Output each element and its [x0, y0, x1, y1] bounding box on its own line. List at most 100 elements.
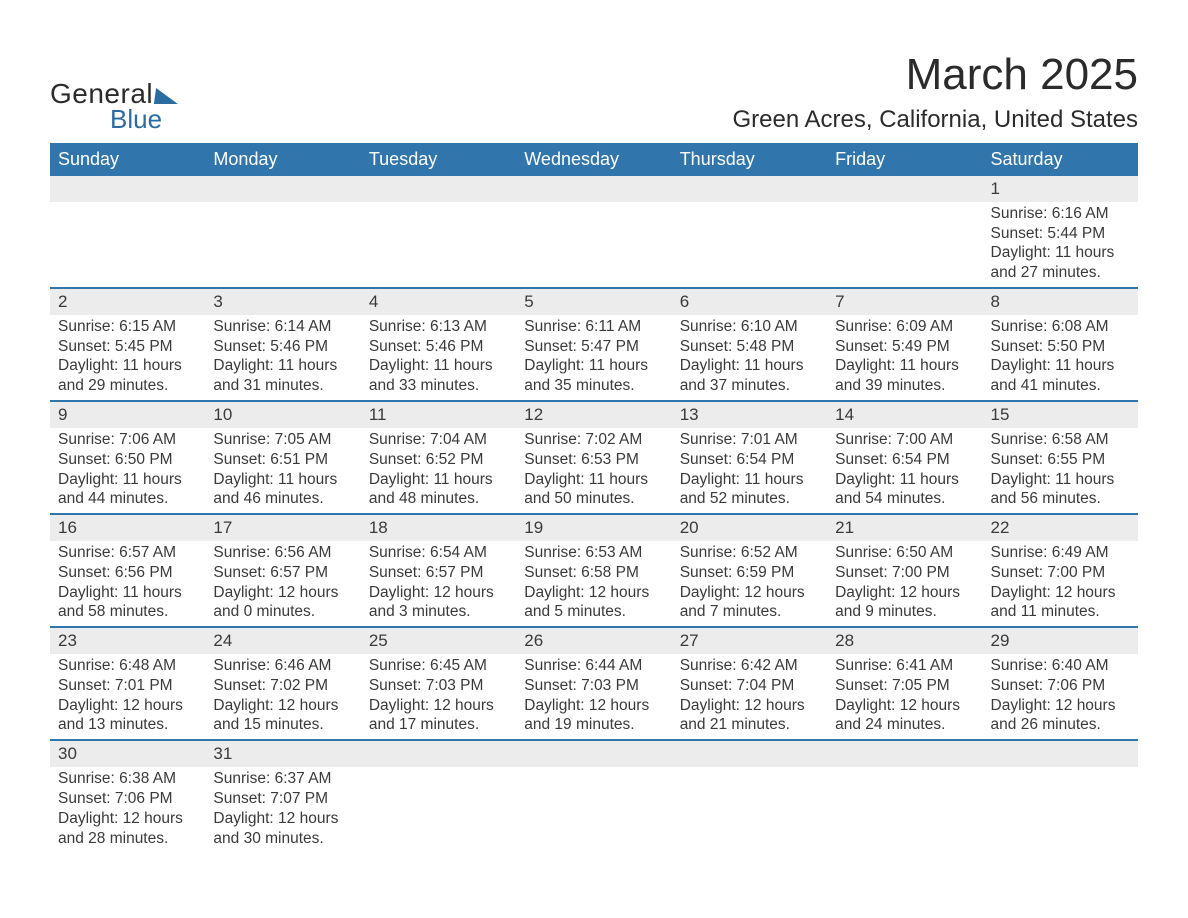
day-body-cell: Sunrise: 6:57 AMSunset: 6:56 PMDaylight:…: [50, 541, 205, 627]
daylight-text-1: Daylight: 12 hours: [213, 583, 352, 603]
day-body-row: Sunrise: 6:16 AMSunset: 5:44 PMDaylight:…: [50, 202, 1138, 288]
col-header: Saturday: [983, 143, 1138, 176]
day-number-cell: [205, 176, 360, 202]
col-header: Wednesday: [516, 143, 671, 176]
day-body-cell: Sunrise: 6:56 AMSunset: 6:57 PMDaylight:…: [205, 541, 360, 627]
day-number-cell: 13: [672, 401, 827, 428]
day-number-cell: 20: [672, 514, 827, 541]
sunrise-text: Sunrise: 6:40 AM: [991, 656, 1130, 676]
day-number-cell: 6: [672, 288, 827, 315]
daylight-text-1: Daylight: 12 hours: [213, 696, 352, 716]
daylight-text-1: Daylight: 11 hours: [680, 356, 819, 376]
sunrise-text: Sunrise: 6:42 AM: [680, 656, 819, 676]
daylight-text-2: and 24 minutes.: [835, 715, 974, 735]
day-body-cell: Sunrise: 6:40 AMSunset: 7:06 PMDaylight:…: [983, 654, 1138, 740]
day-body-cell: [672, 767, 827, 852]
sunrise-text: Sunrise: 7:04 AM: [369, 430, 508, 450]
sunset-text: Sunset: 7:00 PM: [991, 563, 1130, 583]
sunset-text: Sunset: 6:54 PM: [680, 450, 819, 470]
day-body-cell: Sunrise: 6:41 AMSunset: 7:05 PMDaylight:…: [827, 654, 982, 740]
day-number-cell: 23: [50, 627, 205, 654]
sunset-text: Sunset: 6:59 PM: [680, 563, 819, 583]
day-body-cell: Sunrise: 6:37 AMSunset: 7:07 PMDaylight:…: [205, 767, 360, 852]
sunset-text: Sunset: 5:50 PM: [991, 337, 1130, 357]
daylight-text-1: Daylight: 12 hours: [369, 583, 508, 603]
day-number-cell: [672, 740, 827, 767]
day-number-cell: 24: [205, 627, 360, 654]
daylight-text-1: Daylight: 12 hours: [680, 583, 819, 603]
daylight-text-1: Daylight: 11 hours: [680, 470, 819, 490]
day-body-cell: Sunrise: 6:46 AMSunset: 7:02 PMDaylight:…: [205, 654, 360, 740]
daylight-text-1: Daylight: 11 hours: [369, 356, 508, 376]
daylight-text-2: and 26 minutes.: [991, 715, 1130, 735]
title-block: March 2025 Green Acres, California, Unit…: [732, 50, 1138, 134]
day-number-cell: [50, 176, 205, 202]
sunset-text: Sunset: 7:00 PM: [835, 563, 974, 583]
daylight-text-1: Daylight: 11 hours: [58, 583, 197, 603]
day-body-cell: Sunrise: 7:00 AMSunset: 6:54 PMDaylight:…: [827, 428, 982, 514]
day-body-cell: Sunrise: 6:50 AMSunset: 7:00 PMDaylight:…: [827, 541, 982, 627]
day-number-cell: 17: [205, 514, 360, 541]
day-number-cell: 3: [205, 288, 360, 315]
daylight-text-1: Daylight: 11 hours: [524, 356, 663, 376]
sunrise-text: Sunrise: 6:37 AM: [213, 769, 352, 789]
sunset-text: Sunset: 5:46 PM: [369, 337, 508, 357]
day-body-cell: [361, 202, 516, 288]
day-number-cell: [516, 740, 671, 767]
day-number-cell: 10: [205, 401, 360, 428]
logo-text-blue: Blue: [110, 104, 162, 135]
sunset-text: Sunset: 7:05 PM: [835, 676, 974, 696]
col-header: Friday: [827, 143, 982, 176]
day-number-cell: [516, 176, 671, 202]
sunrise-text: Sunrise: 6:54 AM: [369, 543, 508, 563]
day-number-cell: [983, 740, 1138, 767]
sunrise-text: Sunrise: 7:00 AM: [835, 430, 974, 450]
daylight-text-1: Daylight: 12 hours: [58, 809, 197, 829]
day-number-cell: 14: [827, 401, 982, 428]
day-body-row: Sunrise: 6:57 AMSunset: 6:56 PMDaylight:…: [50, 541, 1138, 627]
day-number-cell: 1: [983, 176, 1138, 202]
day-body-cell: [361, 767, 516, 852]
day-body-cell: Sunrise: 6:11 AMSunset: 5:47 PMDaylight:…: [516, 315, 671, 401]
daylight-text-1: Daylight: 12 hours: [835, 583, 974, 603]
day-body-cell: [672, 202, 827, 288]
day-number-cell: 12: [516, 401, 671, 428]
day-body-cell: Sunrise: 7:04 AMSunset: 6:52 PMDaylight:…: [361, 428, 516, 514]
day-number-cell: [361, 176, 516, 202]
day-body-cell: Sunrise: 6:38 AMSunset: 7:06 PMDaylight:…: [50, 767, 205, 852]
sunrise-text: Sunrise: 6:50 AM: [835, 543, 974, 563]
day-number-cell: 26: [516, 627, 671, 654]
daylight-text-1: Daylight: 11 hours: [835, 356, 974, 376]
daylight-text-2: and 33 minutes.: [369, 376, 508, 396]
day-body-cell: [827, 202, 982, 288]
daylight-text-2: and 7 minutes.: [680, 602, 819, 622]
daylight-text-1: Daylight: 12 hours: [835, 696, 974, 716]
day-body-cell: Sunrise: 6:08 AMSunset: 5:50 PMDaylight:…: [983, 315, 1138, 401]
day-body-row: Sunrise: 7:06 AMSunset: 6:50 PMDaylight:…: [50, 428, 1138, 514]
sunrise-text: Sunrise: 6:14 AM: [213, 317, 352, 337]
sunrise-text: Sunrise: 6:58 AM: [991, 430, 1130, 450]
day-body-cell: [983, 767, 1138, 852]
col-header: Tuesday: [361, 143, 516, 176]
sunset-text: Sunset: 5:47 PM: [524, 337, 663, 357]
col-header: Thursday: [672, 143, 827, 176]
day-number-row: 23242526272829: [50, 627, 1138, 654]
daylight-text-2: and 35 minutes.: [524, 376, 663, 396]
daylight-text-2: and 50 minutes.: [524, 489, 663, 509]
sunrise-text: Sunrise: 6:08 AM: [991, 317, 1130, 337]
daylight-text-2: and 15 minutes.: [213, 715, 352, 735]
sunrise-text: Sunrise: 6:41 AM: [835, 656, 974, 676]
day-body-cell: [50, 202, 205, 288]
sunset-text: Sunset: 7:06 PM: [991, 676, 1130, 696]
sunset-text: Sunset: 6:58 PM: [524, 563, 663, 583]
sunset-text: Sunset: 6:53 PM: [524, 450, 663, 470]
day-body-cell: Sunrise: 6:53 AMSunset: 6:58 PMDaylight:…: [516, 541, 671, 627]
sunset-text: Sunset: 6:54 PM: [835, 450, 974, 470]
daylight-text-1: Daylight: 11 hours: [524, 470, 663, 490]
day-body-cell: Sunrise: 7:05 AMSunset: 6:51 PMDaylight:…: [205, 428, 360, 514]
sunrise-text: Sunrise: 6:16 AM: [991, 204, 1130, 224]
daylight-text-2: and 31 minutes.: [213, 376, 352, 396]
daylight-text-1: Daylight: 11 hours: [991, 243, 1130, 263]
daylight-text-2: and 30 minutes.: [213, 829, 352, 849]
day-number-row: 2345678: [50, 288, 1138, 315]
